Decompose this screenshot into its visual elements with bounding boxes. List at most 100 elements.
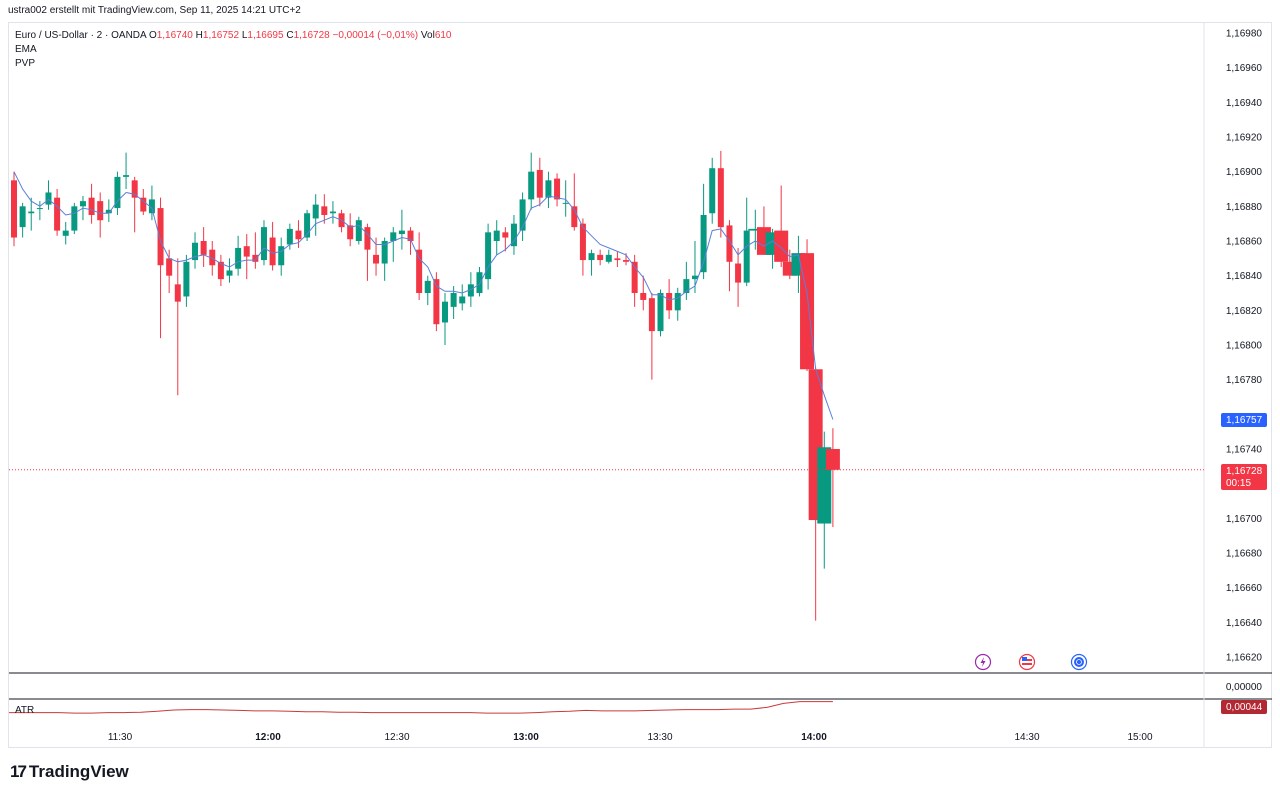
candle[interactable] bbox=[485, 223, 492, 290]
candle[interactable] bbox=[36, 201, 43, 221]
candle[interactable] bbox=[674, 287, 681, 321]
candle[interactable] bbox=[45, 180, 52, 210]
candle[interactable] bbox=[774, 185, 789, 267]
candle[interactable] bbox=[735, 247, 742, 307]
candle[interactable] bbox=[338, 209, 345, 233]
candle[interactable] bbox=[347, 213, 354, 247]
candle[interactable] bbox=[355, 216, 362, 245]
candle[interactable] bbox=[183, 254, 190, 307]
candle[interactable] bbox=[554, 173, 561, 207]
candle-body bbox=[217, 261, 224, 280]
candle[interactable] bbox=[269, 221, 276, 271]
candle[interactable] bbox=[260, 220, 267, 266]
candle[interactable] bbox=[278, 237, 285, 276]
candle[interactable] bbox=[105, 199, 112, 222]
ema-indicator-label[interactable]: EMA bbox=[15, 44, 37, 55]
candle[interactable] bbox=[295, 220, 302, 248]
candle[interactable] bbox=[217, 254, 224, 287]
candle[interactable] bbox=[597, 249, 604, 266]
candle[interactable] bbox=[11, 171, 17, 247]
us-flag-icon[interactable] bbox=[1018, 653, 1036, 671]
candle[interactable] bbox=[493, 220, 500, 255]
candle[interactable] bbox=[71, 202, 78, 235]
candle[interactable] bbox=[54, 189, 61, 236]
candle-body bbox=[774, 230, 789, 262]
candle[interactable] bbox=[174, 258, 181, 396]
candle[interactable] bbox=[459, 284, 466, 311]
tradingview-brand[interactable]: 17 TradingView bbox=[10, 762, 129, 782]
candle[interactable] bbox=[364, 223, 371, 281]
candle-body bbox=[278, 246, 285, 266]
candle[interactable] bbox=[666, 279, 673, 319]
candle[interactable] bbox=[571, 173, 578, 231]
candle[interactable] bbox=[398, 209, 405, 250]
candle[interactable] bbox=[157, 197, 164, 339]
candle[interactable] bbox=[166, 249, 173, 293]
candle[interactable] bbox=[243, 234, 250, 280]
candle[interactable] bbox=[545, 171, 552, 209]
candle[interactable] bbox=[140, 189, 147, 215]
candle[interactable] bbox=[390, 227, 397, 262]
candle[interactable] bbox=[588, 249, 595, 276]
candle[interactable] bbox=[329, 201, 336, 224]
candle[interactable] bbox=[19, 202, 26, 238]
candle[interactable] bbox=[416, 232, 423, 300]
candle[interactable] bbox=[192, 232, 199, 269]
change-value: −0,00014 (−0,01%) bbox=[332, 30, 419, 41]
candle[interactable] bbox=[528, 152, 535, 210]
candle[interactable] bbox=[709, 157, 716, 224]
candle[interactable] bbox=[648, 293, 655, 380]
candle[interactable] bbox=[62, 221, 69, 245]
candle[interactable] bbox=[631, 254, 638, 307]
candle[interactable] bbox=[304, 209, 311, 241]
candle[interactable] bbox=[614, 251, 621, 267]
candle[interactable] bbox=[726, 220, 733, 292]
candle[interactable] bbox=[562, 180, 569, 217]
candle[interactable] bbox=[433, 272, 440, 332]
candle[interactable] bbox=[579, 218, 586, 276]
candle[interactable] bbox=[424, 275, 431, 306]
candle[interactable] bbox=[800, 239, 815, 371]
candle[interactable] bbox=[683, 261, 690, 300]
candle[interactable] bbox=[312, 194, 319, 236]
chart-header: ustra002 erstellt mit TradingView.com, S… bbox=[8, 5, 301, 16]
candle[interactable] bbox=[748, 209, 763, 250]
candle[interactable] bbox=[131, 176, 138, 233]
candle[interactable] bbox=[252, 232, 259, 269]
candle[interactable] bbox=[373, 237, 380, 276]
candle[interactable] bbox=[536, 157, 543, 207]
candle[interactable] bbox=[235, 235, 242, 276]
globe-icon[interactable] bbox=[1070, 653, 1088, 671]
candle[interactable] bbox=[700, 183, 707, 280]
candle[interactable] bbox=[407, 227, 414, 255]
candle[interactable] bbox=[657, 289, 664, 337]
candle[interactable] bbox=[114, 171, 121, 215]
candle[interactable] bbox=[825, 428, 840, 527]
pvp-indicator-label[interactable]: PVP bbox=[15, 58, 36, 69]
candle[interactable] bbox=[743, 197, 750, 287]
candle[interactable] bbox=[691, 241, 698, 293]
candle[interactable] bbox=[28, 197, 35, 231]
candle[interactable] bbox=[286, 223, 293, 250]
candle[interactable] bbox=[88, 183, 95, 224]
price-tick-label: 1,16900 bbox=[1226, 167, 1263, 178]
candle[interactable] bbox=[502, 227, 509, 252]
candle[interactable] bbox=[123, 152, 130, 189]
symbol-title[interactable]: Euro / US-Dollar · 2 · OANDA bbox=[15, 30, 147, 41]
candle[interactable] bbox=[717, 150, 724, 238]
candle[interactable] bbox=[519, 192, 526, 241]
atr-indicator-label[interactable]: ATR bbox=[15, 705, 35, 716]
candle[interactable] bbox=[640, 275, 647, 311]
candle[interactable] bbox=[321, 194, 328, 224]
candle[interactable] bbox=[476, 267, 483, 297]
candle[interactable] bbox=[226, 258, 233, 283]
candle[interactable] bbox=[200, 227, 207, 267]
candle[interactable] bbox=[97, 192, 104, 238]
candle[interactable] bbox=[442, 293, 448, 345]
candle[interactable] bbox=[605, 249, 612, 264]
candle[interactable] bbox=[510, 215, 517, 255]
lightning-icon[interactable] bbox=[974, 653, 992, 671]
candle-body bbox=[28, 211, 35, 214]
candle[interactable] bbox=[148, 185, 155, 221]
